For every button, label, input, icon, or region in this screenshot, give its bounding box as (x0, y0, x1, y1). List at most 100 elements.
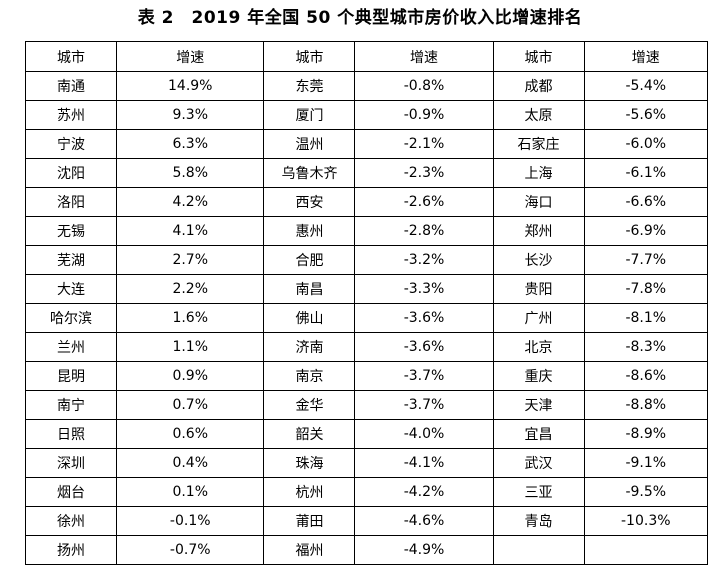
column-header-growth-1: 增速 (115, 41, 265, 72)
city-cell: 厦门 (263, 100, 356, 130)
growth-cell: 0.6% (115, 419, 265, 449)
city-cell: 海口 (492, 187, 585, 217)
table-row: 日照 0.6% 韶关 -4.0% 宜昌 -8.9% (25, 419, 709, 449)
growth-cell: -6.1% (583, 158, 709, 188)
table-row: 芜湖 2.7% 合肥 -3.2% 长沙 -7.7% (25, 245, 709, 275)
city-cell: 合肥 (263, 245, 356, 275)
table-row: 洛阳 4.2% 西安 -2.6% 海口 -6.6% (25, 187, 709, 217)
table-row: 兰州 1.1% 济南 -3.6% 北京 -8.3% (25, 332, 709, 362)
growth-cell: -3.6% (354, 303, 494, 333)
growth-cell: -8.8% (583, 390, 709, 420)
growth-cell: -0.9% (354, 100, 494, 130)
city-cell: 佛山 (263, 303, 356, 333)
growth-cell: -7.8% (583, 274, 709, 304)
table-row: 深圳 0.4% 珠海 -4.1% 武汉 -9.1% (25, 448, 709, 478)
table-row: 苏州 9.3% 厦门 -0.9% 太原 -5.6% (25, 100, 709, 130)
city-cell: 沈阳 (25, 158, 117, 188)
city-cell: 广州 (492, 303, 585, 333)
column-header-growth-2: 增速 (354, 41, 494, 72)
growth-cell: -3.2% (354, 245, 494, 275)
table-row: 宁波 6.3% 温州 -2.1% 石家庄 -6.0% (25, 129, 709, 159)
city-cell: 洛阳 (25, 187, 117, 217)
city-cell: 宜昌 (492, 419, 585, 449)
growth-cell: 0.4% (115, 448, 265, 478)
city-cell: 天津 (492, 390, 585, 420)
column-header-growth-3: 增速 (583, 41, 709, 72)
city-cell: 杭州 (263, 477, 356, 507)
growth-cell: -9.5% (583, 477, 709, 507)
city-cell: 苏州 (25, 100, 117, 130)
growth-cell: -0.8% (354, 71, 494, 101)
city-cell: 济南 (263, 332, 356, 362)
city-cell: 南宁 (25, 390, 117, 420)
city-cell: 长沙 (492, 245, 585, 275)
growth-cell: 0.9% (115, 361, 265, 391)
table-row: 沈阳 5.8% 乌鲁木齐 -2.3% 上海 -6.1% (25, 158, 709, 188)
city-cell: 芜湖 (25, 245, 117, 275)
growth-cell: 4.1% (115, 216, 265, 246)
city-cell: 昆明 (25, 361, 117, 391)
city-cell: 福州 (263, 535, 356, 565)
city-cell: 贵阳 (492, 274, 585, 304)
column-header-city-1: 城市 (25, 41, 117, 72)
city-cell (492, 535, 585, 565)
growth-cell: -0.1% (115, 506, 265, 536)
city-cell: 宁波 (25, 129, 117, 159)
city-cell: 日照 (25, 419, 117, 449)
growth-cell: -9.1% (583, 448, 709, 478)
city-cell: 兰州 (25, 332, 117, 362)
growth-cell: 9.3% (115, 100, 265, 130)
table-row: 南通 14.9% 东莞 -0.8% 成都 -5.4% (25, 71, 709, 101)
city-cell: 郑州 (492, 216, 585, 246)
city-cell: 南通 (25, 71, 117, 101)
growth-cell: 0.7% (115, 390, 265, 420)
growth-cell: 2.7% (115, 245, 265, 275)
growth-cell: -4.1% (354, 448, 494, 478)
table-header-row: 城市 增速 城市 增速 城市 增速 (25, 41, 709, 72)
table-row: 哈尔滨 1.6% 佛山 -3.6% 广州 -8.1% (25, 303, 709, 333)
city-cell: 青岛 (492, 506, 585, 536)
growth-cell: -6.9% (583, 216, 709, 246)
city-cell: 成都 (492, 71, 585, 101)
growth-ranking-table: 城市 增速 城市 增速 城市 增速 南通 14.9% 东莞 -0.8% 成都 -5.4% 苏… (25, 41, 709, 565)
growth-cell: -4.2% (354, 477, 494, 507)
city-cell: 哈尔滨 (25, 303, 117, 333)
table-row: 烟台 0.1% 杭州 -4.2% 三亚 -9.5% (25, 477, 709, 507)
city-cell: 乌鲁木齐 (263, 158, 356, 188)
growth-cell: -8.9% (583, 419, 709, 449)
city-cell: 南昌 (263, 274, 356, 304)
city-cell: 武汉 (492, 448, 585, 478)
city-cell: 重庆 (492, 361, 585, 391)
city-cell: 莆田 (263, 506, 356, 536)
city-cell: 石家庄 (492, 129, 585, 159)
growth-cell: -4.9% (354, 535, 494, 565)
growth-cell: 14.9% (115, 71, 265, 101)
city-cell: 韶关 (263, 419, 356, 449)
growth-cell: -2.3% (354, 158, 494, 188)
city-cell: 北京 (492, 332, 585, 362)
growth-cell: 5.8% (115, 158, 265, 188)
city-cell: 南京 (263, 361, 356, 391)
column-header-city-3: 城市 (492, 41, 585, 72)
growth-cell: 1.6% (115, 303, 265, 333)
growth-cell: -5.6% (583, 100, 709, 130)
city-cell: 大连 (25, 274, 117, 304)
growth-cell: 1.1% (115, 332, 265, 362)
growth-cell: 6.3% (115, 129, 265, 159)
table-row: 徐州 -0.1% 莆田 -4.6% 青岛 -10.3% (25, 506, 709, 536)
city-cell: 东莞 (263, 71, 356, 101)
city-cell: 温州 (263, 129, 356, 159)
table-title: 表 2 2019 年全国 50 个典型城市房价收入比增速排名 (137, 8, 583, 28)
growth-cell: -2.6% (354, 187, 494, 217)
table-row: 无锡 4.1% 惠州 -2.8% 郑州 -6.9% (25, 216, 709, 246)
growth-cell: -2.1% (354, 129, 494, 159)
table-row: 大连 2.2% 南昌 -3.3% 贵阳 -7.8% (25, 274, 709, 304)
growth-cell: -4.0% (354, 419, 494, 449)
growth-cell: -3.7% (354, 361, 494, 391)
city-cell: 西安 (263, 187, 356, 217)
table-row: 扬州 -0.7% 福州 -4.9% (25, 535, 709, 565)
growth-cell: -7.7% (583, 245, 709, 275)
city-cell: 太原 (492, 100, 585, 130)
growth-cell: -8.6% (583, 361, 709, 391)
